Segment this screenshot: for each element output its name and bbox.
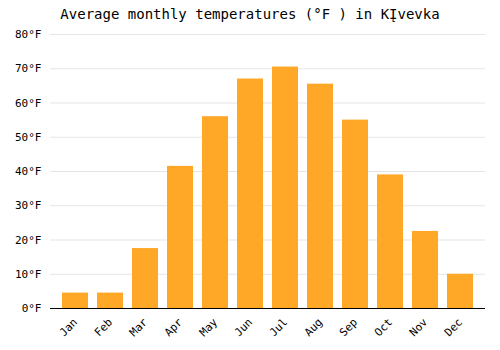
svg-text:Jan: Jan <box>57 316 80 339</box>
svg-text:Nov: Nov <box>407 315 431 339</box>
svg-text:Jun: Jun <box>232 316 255 339</box>
svg-text:Jul: Jul <box>267 316 290 339</box>
svg-text:Apr: Apr <box>162 315 186 339</box>
svg-text:40°F: 40°F <box>15 165 42 178</box>
svg-text:60°F: 60°F <box>15 97 42 110</box>
svg-text:Oct: Oct <box>372 316 395 339</box>
svg-text:May: May <box>197 315 221 339</box>
svg-text:Aug: Aug <box>302 316 325 339</box>
svg-text:Dec: Dec <box>442 316 465 339</box>
svg-text:70°F: 70°F <box>15 62 42 75</box>
svg-text:50°F: 50°F <box>15 131 42 144</box>
svg-text:20°F: 20°F <box>15 234 42 247</box>
svg-text:Feb: Feb <box>92 316 115 339</box>
svg-text:Sep: Sep <box>337 316 360 339</box>
svg-text:30°F: 30°F <box>15 199 42 212</box>
svg-text:80°F: 80°F <box>15 28 42 41</box>
svg-text:10°F: 10°F <box>15 268 42 281</box>
svg-text:Mar: Mar <box>127 315 151 339</box>
svg-text:0°F: 0°F <box>22 302 42 315</box>
html-text:Average monthly temperatures (: Average monthly temperatures (°F ) in KĮ… <box>60 6 440 22</box>
